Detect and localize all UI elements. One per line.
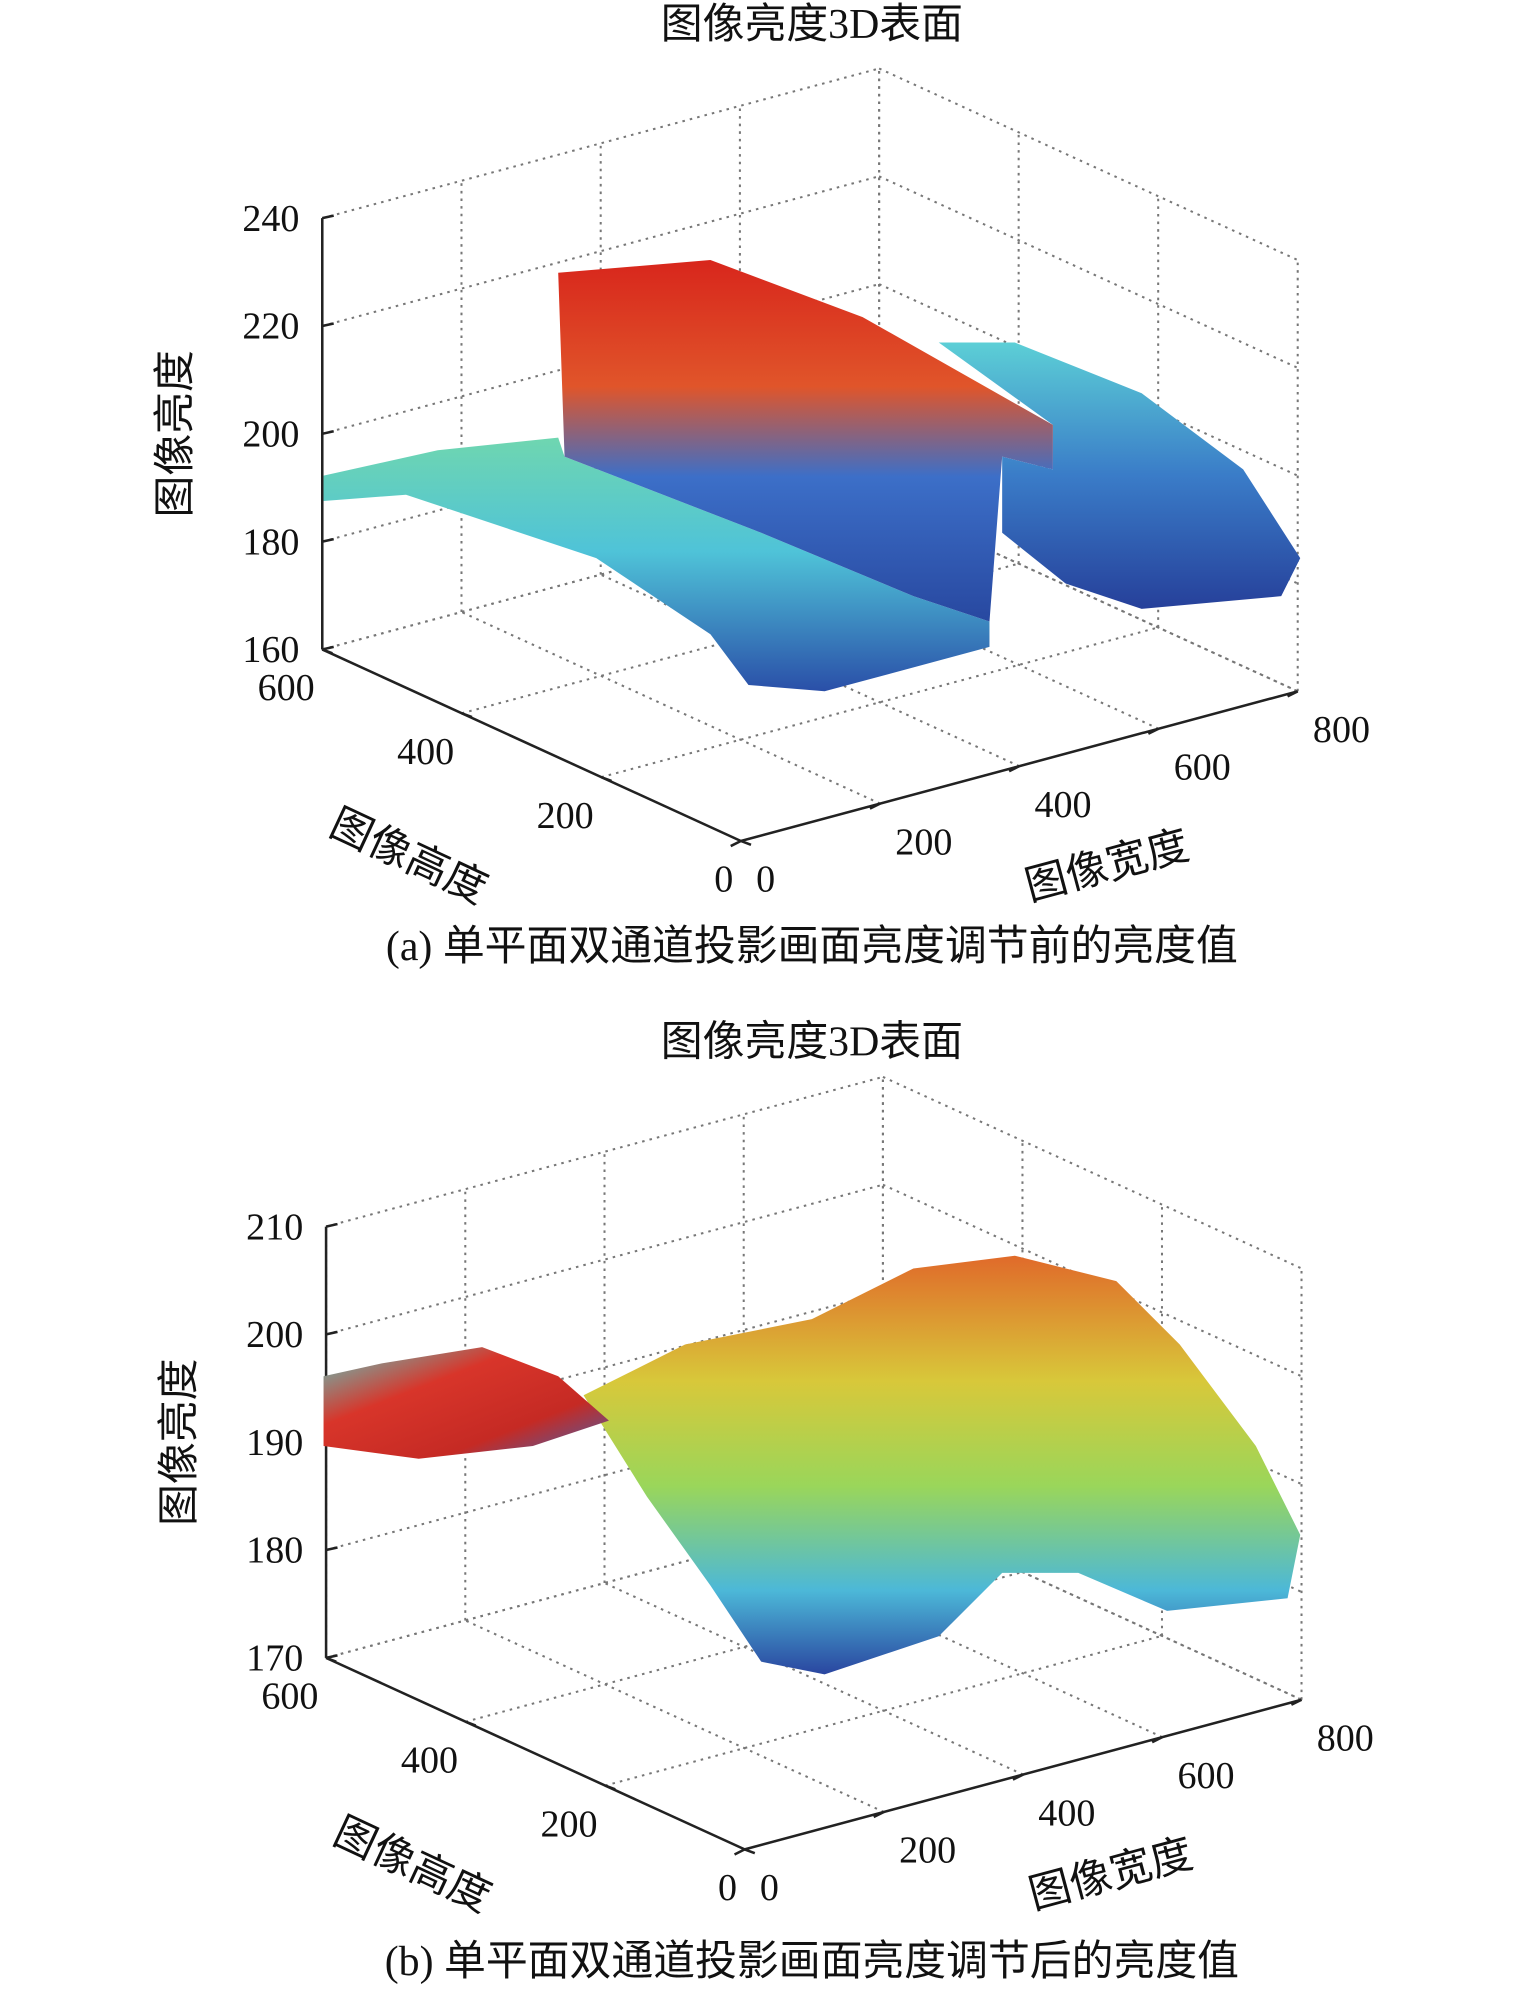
y-tick — [600, 775, 612, 783]
x-tick-label: 200 — [895, 821, 952, 863]
z-tick-label: 170 — [246, 1638, 303, 1680]
z-tick-label: 200 — [246, 1314, 303, 1356]
y-tick-label: 200 — [537, 795, 594, 837]
caption: (b) 单平面双通道投影画面亮度调节后的亮度值 — [385, 1938, 1239, 1985]
chart-title: 图像亮度3D表面 — [661, 1018, 963, 1065]
y-axis-label: 图像高度 — [323, 801, 494, 913]
y-tick — [461, 712, 473, 719]
grid-line — [325, 1291, 884, 1444]
z-tick-label: 160 — [242, 629, 299, 671]
grid-line — [325, 1075, 884, 1228]
z-tick — [325, 1330, 338, 1336]
z-tick-label: 240 — [242, 198, 299, 240]
x-tick — [873, 1810, 885, 1819]
y-axis — [321, 648, 742, 843]
y-tick-label: 0 — [718, 1867, 737, 1909]
grid-line — [604, 1582, 1024, 1776]
z-tick — [325, 1546, 338, 1552]
grid-line — [325, 1183, 884, 1336]
x-axis-label: 图像宽度 — [1020, 822, 1194, 911]
y-tick-label: 600 — [261, 1676, 318, 1718]
grid-line — [601, 626, 1159, 779]
grid-line — [882, 1075, 1302, 1270]
surface-patch — [938, 342, 1301, 609]
x-tick — [1151, 1736, 1163, 1744]
z-tick — [321, 322, 334, 328]
grid-line — [322, 175, 880, 327]
z-tick-label: 200 — [242, 413, 299, 455]
surface-patch — [583, 1255, 1301, 1675]
z-tick-label: 190 — [246, 1422, 303, 1464]
z-tick — [321, 537, 334, 543]
z-tick-label: 210 — [246, 1206, 303, 1248]
surface-patch — [323, 437, 990, 692]
x-tick — [1147, 727, 1160, 735]
z-tick-label: 180 — [246, 1530, 303, 1572]
x-tick — [1012, 1773, 1024, 1781]
x-tick-label: 0 — [756, 859, 775, 901]
y-axis-label: 图像高度 — [327, 1809, 498, 1921]
x-tick — [733, 1848, 746, 1856]
grid-line — [743, 1544, 1163, 1739]
z-axis-label: 图像亮度 — [152, 350, 199, 517]
x-tick-label: 800 — [1313, 709, 1370, 751]
z-tick — [321, 430, 334, 436]
z-tick — [325, 1222, 338, 1228]
x-tick-label: 600 — [1178, 1755, 1235, 1797]
chart-title: 图像亮度3D表面 — [661, 1, 963, 48]
x-tick — [1286, 690, 1299, 698]
y-tick-label: 400 — [397, 731, 454, 773]
x-tick-label: 200 — [899, 1830, 956, 1872]
x-tick-label: 800 — [1317, 1717, 1374, 1759]
surface-a — [323, 260, 1301, 692]
x-tick — [730, 839, 742, 848]
grid-line — [878, 175, 1299, 369]
y-tick — [604, 1784, 616, 1791]
caption: (a) 单平面双通道投影画面亮度调节前的亮度值 — [386, 923, 1238, 970]
surface-patch — [323, 1347, 609, 1459]
z-tick — [321, 645, 334, 651]
y-axis — [325, 1656, 746, 1851]
y-tick-label: 0 — [714, 859, 733, 901]
x-tick — [1008, 765, 1020, 773]
y-tick — [740, 839, 752, 846]
grid-line — [604, 1634, 1163, 1787]
x-tick — [869, 802, 881, 810]
z-tick-label: 180 — [242, 521, 299, 563]
z-axis-label: 图像亮度 — [156, 1359, 203, 1526]
surface-b — [323, 1255, 1301, 1675]
z-tick-label: 220 — [242, 306, 299, 348]
y-tick-label: 400 — [401, 1739, 458, 1781]
z-tick — [325, 1654, 338, 1660]
grid-line — [322, 67, 880, 220]
y-tick — [744, 1848, 756, 1855]
grid-line — [461, 611, 881, 805]
z-tick — [321, 214, 334, 220]
x-tick — [1290, 1698, 1303, 1706]
y-tick-label: 200 — [540, 1803, 597, 1845]
x-tick-label: 600 — [1174, 746, 1231, 788]
x-tick-label: 400 — [1035, 784, 1092, 826]
y-tick — [465, 1720, 477, 1727]
grid-line — [464, 1619, 885, 1813]
x-axis-label: 图像宽度 — [1024, 1830, 1198, 1919]
x-tick-label: 0 — [760, 1867, 779, 1909]
x-tick-label: 400 — [1038, 1792, 1095, 1834]
y-tick-label: 600 — [258, 667, 315, 709]
surface-patch — [558, 260, 1053, 622]
grid-line — [878, 67, 1299, 261]
